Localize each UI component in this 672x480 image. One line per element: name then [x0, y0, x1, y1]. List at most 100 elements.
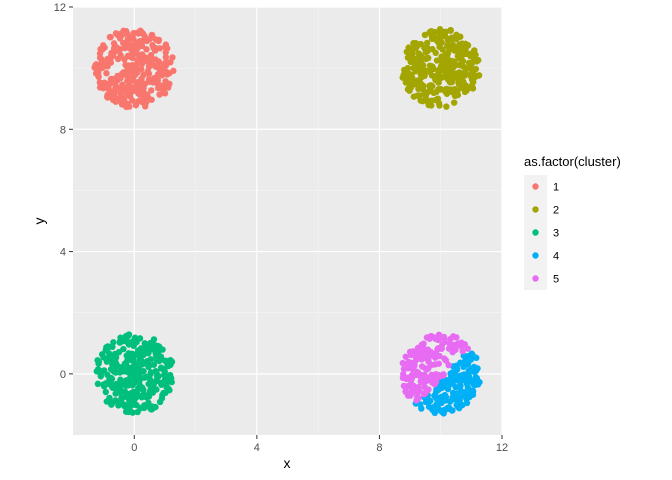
data-point-cluster-5 [421, 351, 429, 359]
y-axis-title: y [31, 218, 47, 225]
data-point-cluster-5 [418, 363, 426, 370]
data-point-cluster-2 [423, 90, 430, 97]
data-point-cluster-2 [412, 45, 419, 52]
data-point-cluster-1 [144, 91, 151, 99]
data-point-cluster-2 [415, 81, 423, 88]
data-point-cluster-3 [94, 380, 102, 388]
legend-item-4: 4 [524, 244, 559, 267]
data-point-cluster-5 [421, 384, 428, 391]
data-point-cluster-1 [129, 97, 136, 104]
data-point-cluster-2 [418, 62, 426, 69]
data-point-cluster-2 [448, 78, 456, 86]
data-point-cluster-3 [125, 408, 132, 416]
data-point-cluster-1 [149, 42, 156, 49]
data-point-cluster-1 [162, 68, 170, 75]
data-point-cluster-1 [142, 99, 150, 106]
data-point-cluster-3 [145, 363, 152, 371]
data-point-cluster-1 [116, 47, 123, 54]
data-point-cluster-2 [426, 67, 433, 75]
legend-label: 3 [553, 228, 559, 240]
data-point-cluster-1 [128, 44, 135, 52]
data-point-cluster-1 [92, 70, 100, 77]
data-point-cluster-1 [123, 28, 130, 35]
data-point-cluster-5 [414, 395, 422, 402]
x-axis-ticks: 0 4 8 12 [131, 435, 508, 454]
data-point-cluster-1 [149, 79, 157, 86]
data-point-cluster-3 [95, 358, 103, 365]
legend-key-point [532, 206, 539, 213]
data-points [91, 26, 483, 417]
data-point-cluster-3 [109, 384, 116, 391]
data-point-cluster-5 [400, 365, 408, 373]
data-point-cluster-2 [457, 33, 464, 40]
data-point-cluster-3 [103, 344, 110, 351]
x-tick-label: 8 [376, 442, 382, 454]
data-point-cluster-4 [431, 392, 438, 399]
data-point-cluster-2 [421, 31, 429, 39]
legend-item-5: 5 [524, 267, 559, 290]
data-point-cluster-5 [412, 368, 419, 375]
data-point-cluster-2 [461, 81, 468, 88]
data-point-cluster-5 [421, 371, 428, 379]
y-axis-ticks: 0 4 8 12 [54, 2, 73, 381]
data-point-cluster-3 [155, 357, 163, 365]
data-point-cluster-2 [449, 41, 456, 48]
data-point-cluster-4 [437, 394, 445, 401]
data-point-cluster-2 [427, 85, 434, 92]
data-point-cluster-2 [439, 46, 446, 53]
data-point-cluster-1 [118, 101, 126, 108]
legend-label: 1 [553, 182, 559, 194]
data-point-cluster-1 [129, 54, 136, 62]
data-point-cluster-1 [120, 87, 127, 95]
data-point-cluster-3 [102, 388, 110, 396]
data-point-cluster-4 [435, 386, 442, 393]
data-point-cluster-5 [453, 334, 460, 341]
data-point-cluster-2 [423, 39, 431, 47]
data-point-cluster-2 [455, 75, 463, 83]
data-point-cluster-3 [112, 397, 119, 404]
legend-key-point [532, 252, 539, 259]
data-point-cluster-1 [112, 30, 120, 37]
data-point-cluster-2 [446, 46, 453, 53]
data-point-cluster-3 [127, 400, 135, 407]
data-point-cluster-1 [119, 81, 126, 88]
data-point-cluster-1 [125, 91, 133, 99]
data-point-cluster-1 [138, 61, 145, 68]
data-point-cluster-2 [406, 71, 413, 78]
data-point-cluster-2 [432, 96, 439, 104]
data-point-cluster-1 [162, 49, 169, 56]
data-point-cluster-1 [146, 36, 153, 43]
data-point-cluster-3 [133, 338, 140, 346]
data-point-cluster-1 [162, 78, 169, 85]
y-tick-label: 0 [60, 369, 66, 381]
data-point-cluster-4 [431, 403, 438, 410]
data-point-cluster-3 [120, 402, 128, 409]
data-point-cluster-2 [417, 40, 424, 48]
legend-label: 5 [553, 274, 559, 286]
data-point-cluster-1 [159, 86, 167, 94]
data-point-cluster-5 [420, 340, 427, 347]
data-point-cluster-5 [410, 348, 417, 355]
data-point-cluster-5 [424, 346, 432, 353]
data-point-cluster-2 [437, 86, 445, 93]
data-point-cluster-1 [139, 51, 146, 58]
data-point-cluster-3 [112, 354, 120, 361]
data-point-cluster-5 [432, 335, 439, 343]
data-point-cluster-1 [152, 36, 159, 43]
data-point-cluster-2 [422, 48, 430, 56]
data-point-cluster-1 [112, 85, 119, 92]
data-point-cluster-2 [462, 50, 470, 58]
data-point-cluster-2 [407, 53, 414, 61]
x-axis-title: x [284, 455, 291, 471]
data-point-cluster-2 [451, 92, 459, 100]
data-point-cluster-1 [153, 63, 160, 71]
data-point-cluster-5 [464, 345, 471, 352]
data-point-cluster-1 [156, 45, 164, 52]
data-point-cluster-3 [93, 368, 100, 375]
data-point-cluster-5 [451, 341, 458, 348]
data-point-cluster-1 [109, 79, 117, 86]
data-point-cluster-1 [125, 74, 132, 81]
data-point-cluster-1 [138, 28, 145, 36]
data-point-cluster-4 [452, 384, 459, 391]
data-point-cluster-2 [422, 55, 430, 62]
